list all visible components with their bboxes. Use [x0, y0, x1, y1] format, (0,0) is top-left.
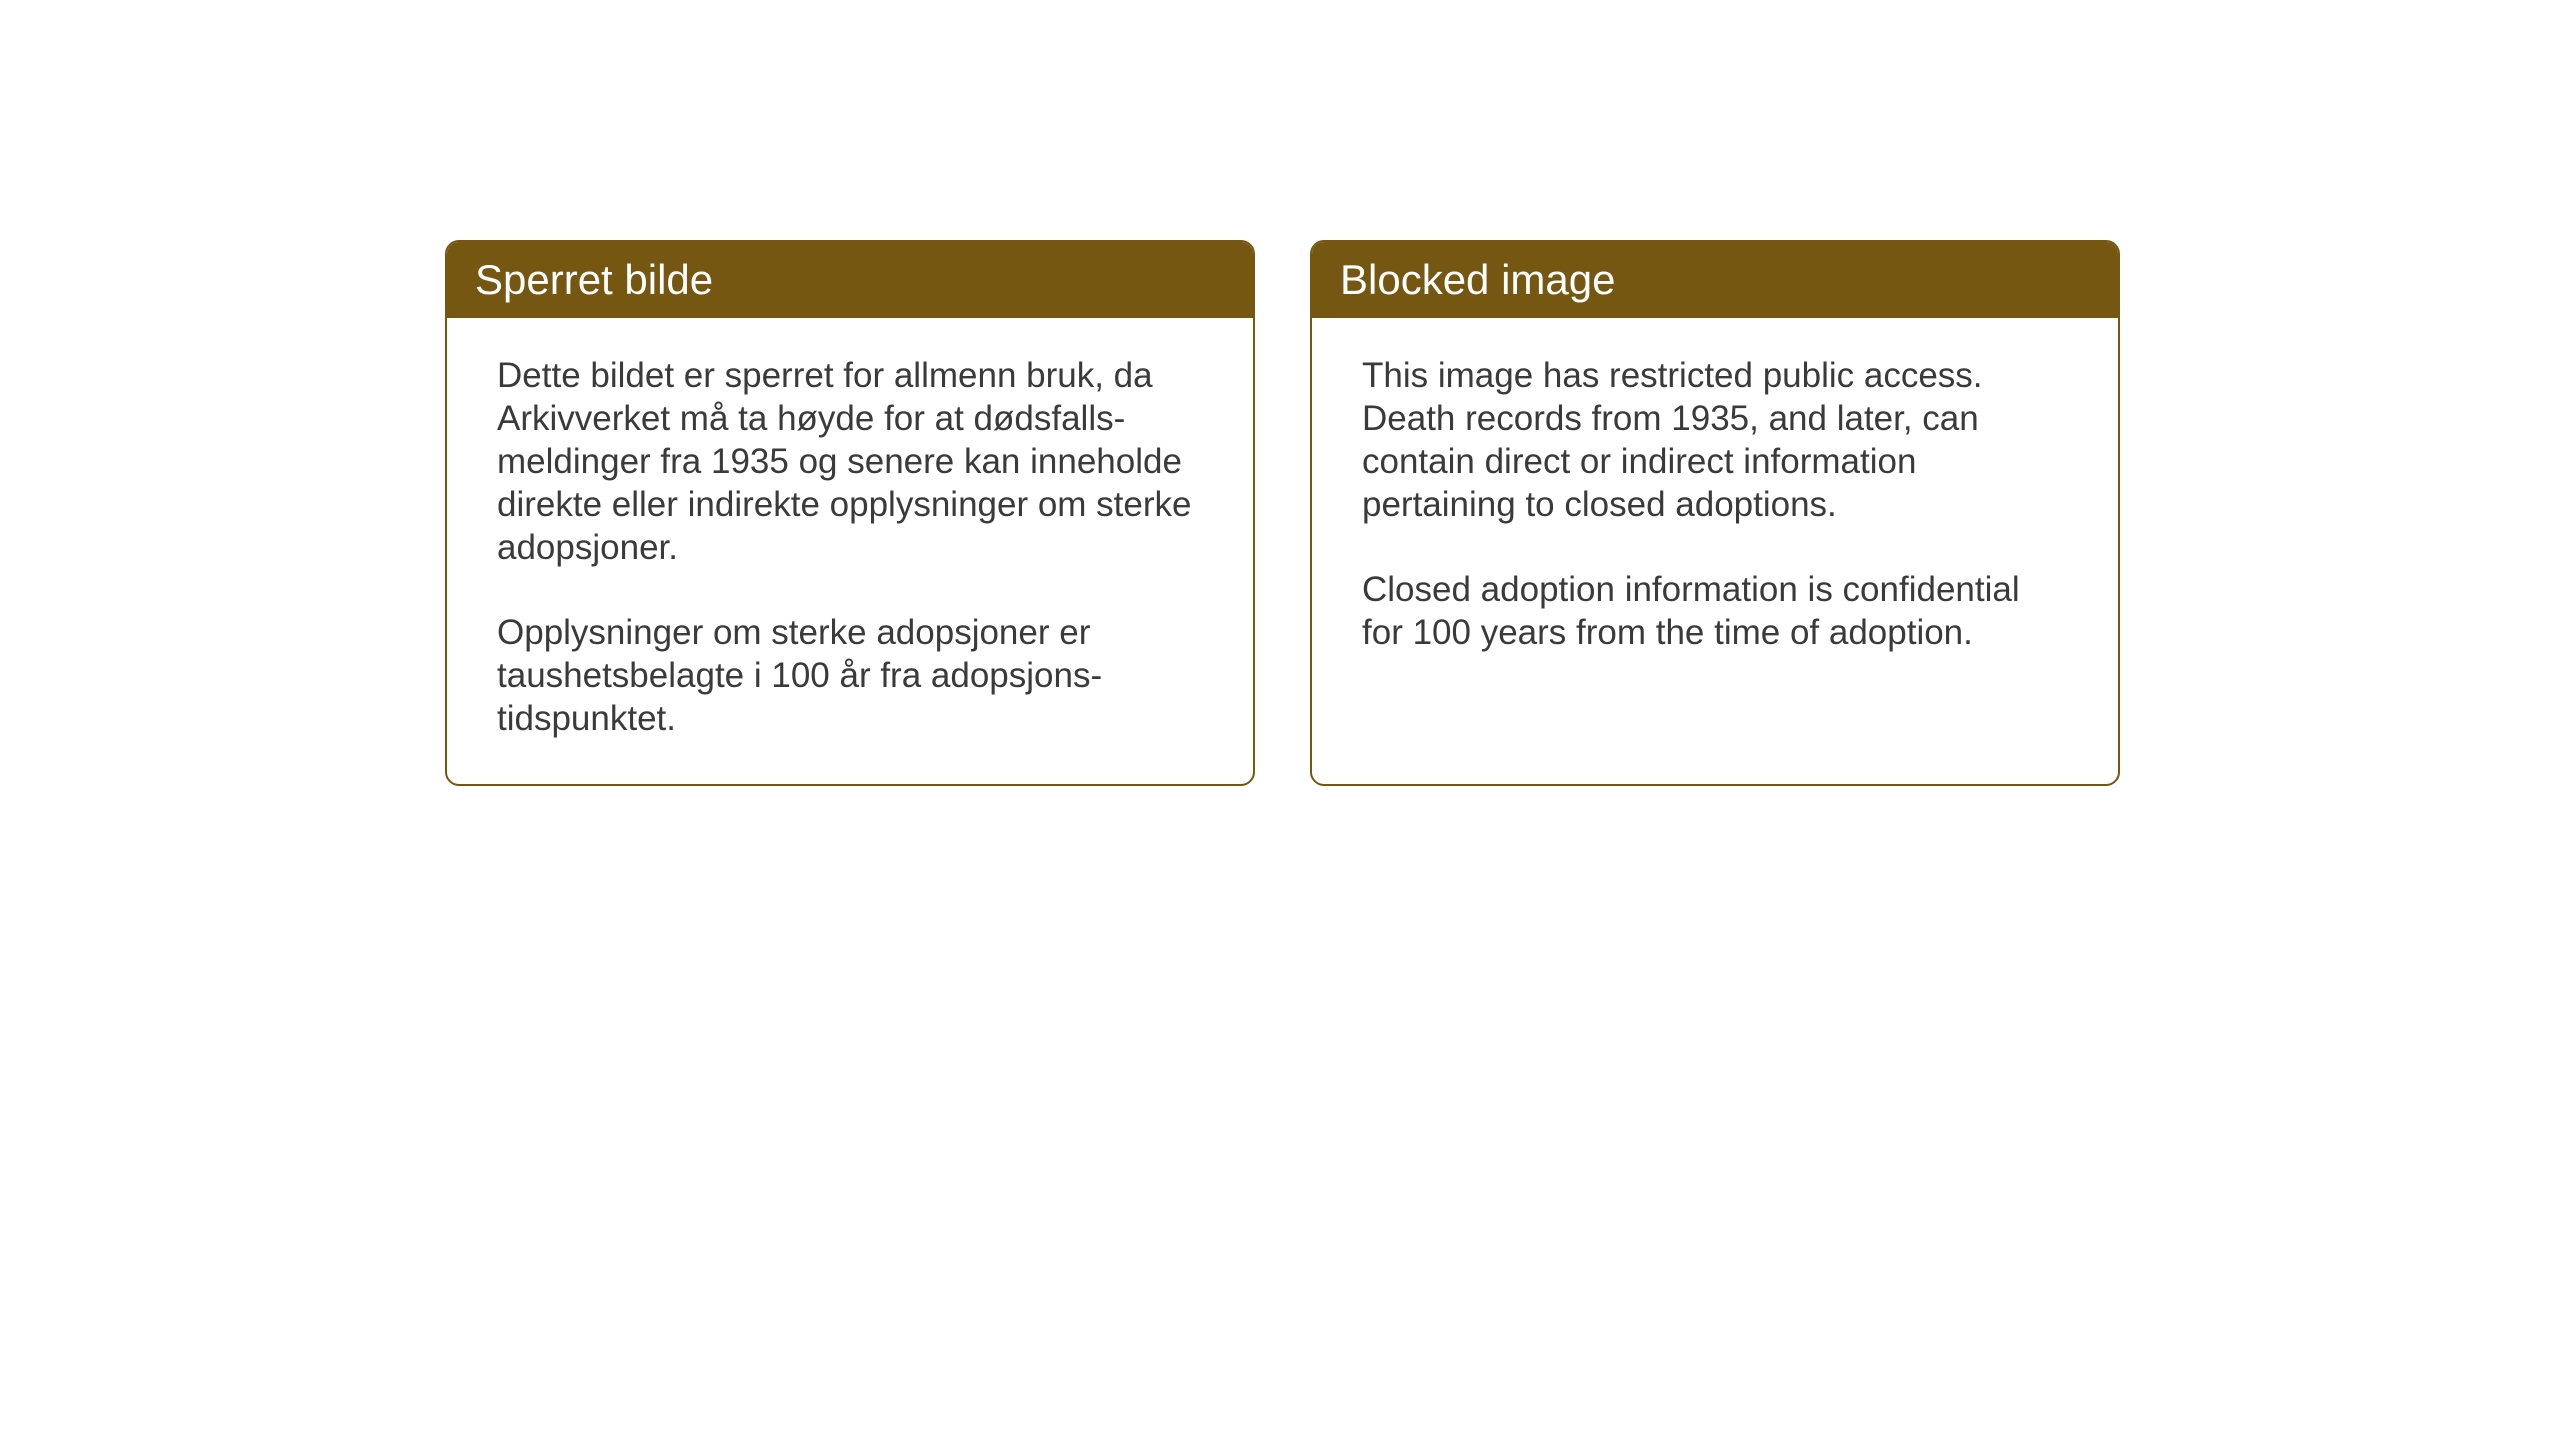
card-body-norwegian: Dette bildet er sperret for allmenn bruk… [447, 318, 1253, 784]
paragraph-english-2: Closed adoption information is confident… [1362, 568, 2068, 654]
notice-container: Sperret bilde Dette bildet er sperret fo… [445, 240, 2120, 786]
paragraph-norwegian-1: Dette bildet er sperret for allmenn bruk… [497, 354, 1203, 569]
card-title-norwegian: Sperret bilde [475, 256, 713, 303]
card-body-english: This image has restricted public access.… [1312, 318, 2118, 698]
paragraph-english-1: This image has restricted public access.… [1362, 354, 2068, 526]
card-header-norwegian: Sperret bilde [447, 242, 1253, 318]
card-title-english: Blocked image [1340, 256, 1615, 303]
notice-card-norwegian: Sperret bilde Dette bildet er sperret fo… [445, 240, 1255, 786]
card-header-english: Blocked image [1312, 242, 2118, 318]
notice-card-english: Blocked image This image has restricted … [1310, 240, 2120, 786]
paragraph-norwegian-2: Opplysninger om sterke adopsjoner er tau… [497, 611, 1203, 740]
